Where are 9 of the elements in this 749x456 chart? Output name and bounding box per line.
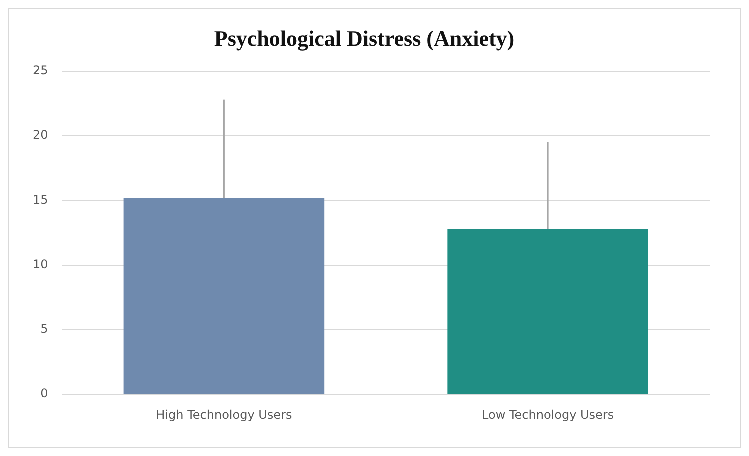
y-tick-label: 15 (32, 192, 48, 207)
y-tick-label: 20 (32, 128, 48, 142)
y-tick-label: 10 (32, 257, 48, 272)
chart-title: Psychological Distress (Anxiety) (214, 26, 515, 51)
y-tick-label: 5 (40, 322, 48, 336)
y-tick-label: 0 (40, 386, 48, 401)
x-tick-label: Low Technology Users (482, 408, 614, 422)
x-tick-label: High Technology Users (156, 408, 292, 422)
y-tick-label: 25 (32, 64, 48, 78)
